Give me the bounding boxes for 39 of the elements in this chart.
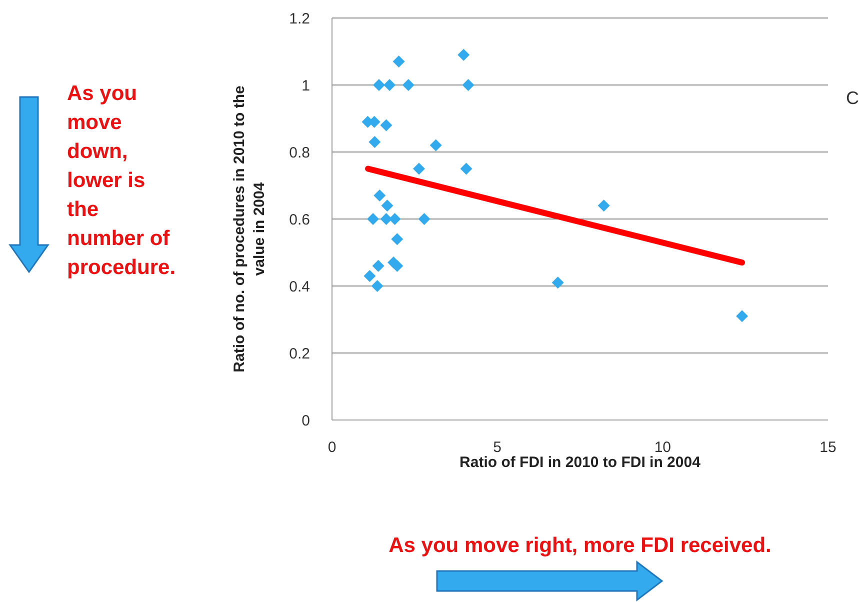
point — [372, 79, 385, 91]
point — [412, 162, 425, 175]
y-tick-label: 1.2 — [289, 10, 310, 28]
x-tick-label: 0 — [328, 439, 336, 456]
point — [430, 139, 442, 152]
text: As you move right, more FDI received. — [388, 534, 772, 557]
point — [598, 200, 610, 212]
point — [391, 233, 404, 246]
x-axis-title: Ratio of FDI in 2010 to FDI in 2004 — [460, 454, 702, 471]
x-tick-label: 5 — [493, 439, 502, 456]
text: C — [846, 88, 859, 108]
point — [368, 136, 381, 148]
point — [552, 276, 564, 289]
y-tick-label: 0.4 — [289, 278, 310, 296]
x-tick-label: 10 — [654, 439, 672, 456]
point — [402, 79, 414, 91]
y-axis-title: Ratio of no. of procedures in 2010 to the value in 2004 — [231, 86, 268, 372]
point — [384, 79, 396, 91]
y-tick-label: 1 — [302, 77, 310, 94]
point — [392, 56, 405, 68]
point — [736, 310, 748, 322]
point — [364, 270, 376, 282]
point — [372, 260, 384, 272]
text: As you move down, lower is the number of procedure. — [67, 82, 176, 279]
point — [460, 162, 472, 175]
point — [374, 190, 386, 202]
y-tick-label: 0.8 — [289, 144, 310, 162]
point — [380, 119, 392, 132]
point — [391, 260, 404, 272]
point — [381, 200, 394, 212]
point — [462, 79, 474, 91]
point — [371, 280, 384, 292]
y-tick-label: 0 — [302, 412, 310, 430]
y-tick-label: 0.6 — [289, 211, 310, 228]
y-tick-label: 0.2 — [289, 345, 310, 362]
point — [418, 213, 430, 225]
point — [458, 48, 470, 61]
point — [367, 213, 380, 225]
x-tick-label: 15 — [820, 439, 836, 456]
